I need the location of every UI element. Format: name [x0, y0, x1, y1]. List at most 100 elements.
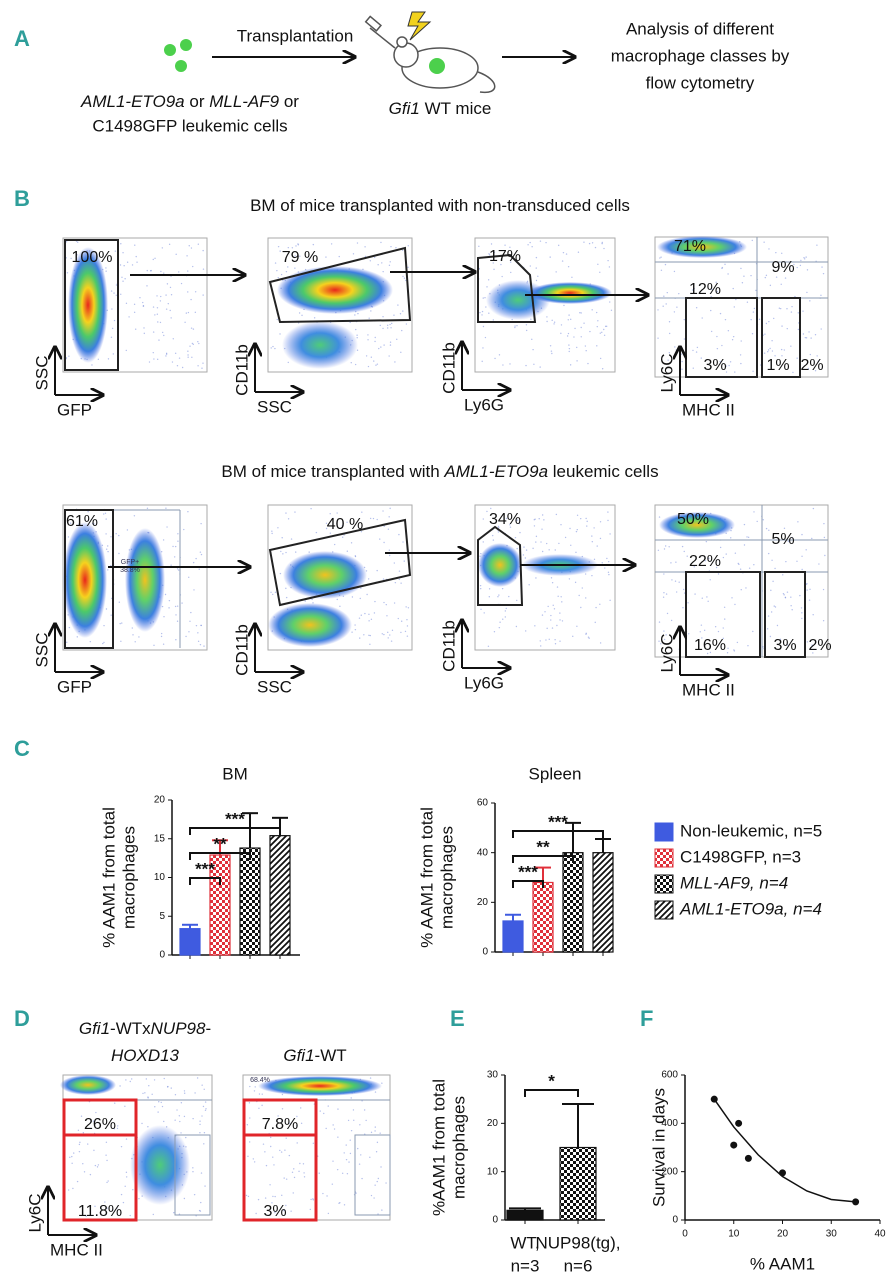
- event-dot: [169, 286, 172, 289]
- event-dot: [69, 522, 72, 524]
- gate: [477, 253, 537, 323]
- y-axis-label: % AAM1 from total: [417, 807, 436, 948]
- y-axis-label: Ly6C: [657, 633, 676, 672]
- event-dot: [492, 319, 495, 321]
- event-dot: [663, 592, 665, 594]
- event-dot: [771, 350, 774, 352]
- event-dot: [385, 1182, 387, 1184]
- x-axis-label: GFP: [57, 400, 92, 419]
- y-tick-label: 0: [672, 1215, 678, 1226]
- event-dot: [574, 581, 577, 584]
- event-dot: [310, 1198, 312, 1201]
- event-dot: [336, 512, 338, 514]
- event-dot: [277, 245, 280, 248]
- event-dot: [482, 518, 484, 520]
- event-dot: [518, 522, 521, 525]
- event-dot: [780, 348, 783, 351]
- event-dot: [571, 276, 573, 279]
- event-dot: [806, 291, 808, 294]
- event-dot: [691, 289, 694, 291]
- event-dot: [767, 349, 770, 351]
- event-dot: [147, 1126, 149, 1128]
- event-dot: [338, 255, 340, 258]
- event-dot: [734, 552, 737, 554]
- event-dot: [575, 551, 577, 554]
- event-dot: [255, 1212, 257, 1215]
- event-dot: [729, 361, 732, 363]
- event-dot: [752, 370, 754, 372]
- event-dot: [339, 1202, 341, 1204]
- event-dot: [541, 514, 544, 516]
- event-dot: [800, 259, 802, 262]
- event-dot: [153, 358, 155, 360]
- event-dot: [670, 619, 673, 622]
- event-dot: [197, 243, 200, 245]
- event-dot: [333, 543, 336, 546]
- event-dot: [595, 311, 598, 314]
- significance-label: ***: [225, 809, 245, 828]
- y-tick-label: 30: [487, 1070, 499, 1081]
- event-dot: [121, 276, 123, 278]
- panel-label: D: [14, 1006, 30, 1031]
- event-dot: [157, 321, 159, 323]
- event-dot: [781, 355, 783, 357]
- event-dot: [105, 533, 107, 535]
- event-dot: [390, 245, 392, 248]
- event-dot: [106, 1181, 108, 1184]
- event-dot: [555, 271, 557, 273]
- event-dot: [522, 554, 525, 556]
- event-dot: [270, 1145, 272, 1148]
- event-dot: [162, 539, 165, 541]
- event-dot: [377, 1213, 379, 1215]
- y-tick-label: 0: [482, 947, 488, 958]
- event-dot: [532, 547, 534, 550]
- event-dot: [560, 523, 562, 526]
- event-dot: [400, 620, 403, 622]
- event-dot: [708, 557, 710, 560]
- gate: [64, 239, 119, 371]
- point: [744, 1154, 752, 1162]
- event-dot: [279, 333, 281, 335]
- event-dot: [356, 337, 358, 339]
- event-dot: [816, 244, 818, 246]
- event-dot: [200, 1172, 203, 1174]
- event-dot: [484, 336, 487, 339]
- event-dot: [381, 633, 383, 635]
- event-dot: [248, 1102, 251, 1104]
- event-dot: [710, 309, 712, 312]
- x-axis-label: Ly6G: [464, 673, 504, 692]
- event-dot: [65, 357, 68, 359]
- event-dot: [719, 312, 722, 315]
- event-dot: [176, 620, 179, 622]
- event-dot: [92, 1120, 95, 1122]
- event-dot: [65, 241, 68, 243]
- event-dot: [124, 278, 126, 280]
- significance-bracket: [512, 830, 604, 838]
- event-dot: [764, 333, 766, 335]
- gate-percent: 16%: [694, 637, 726, 654]
- x-tick-label: n=6: [564, 1256, 593, 1275]
- event-dot: [274, 1211, 276, 1214]
- event-dot: [151, 1093, 153, 1095]
- event-dot: [556, 624, 558, 627]
- event-dot: [797, 328, 800, 331]
- event-dot: [667, 359, 669, 361]
- event-dot: [755, 289, 757, 292]
- event-dot: [553, 608, 556, 610]
- event-dot: [665, 303, 667, 305]
- event-dot: [568, 350, 570, 353]
- event-dot: [599, 603, 601, 605]
- event-dot: [790, 345, 792, 347]
- event-dot: [694, 593, 696, 595]
- event-dot: [276, 269, 278, 272]
- event-dot: [724, 618, 726, 620]
- event-dot: [202, 294, 204, 296]
- event-dot: [402, 541, 404, 543]
- event-dot: [752, 311, 755, 313]
- text-part: WT mice: [420, 99, 491, 118]
- event-dot: [125, 349, 127, 352]
- event-dot: [348, 1161, 350, 1163]
- event-dot: [401, 249, 404, 251]
- event-dot: [282, 553, 284, 555]
- event-dot: [312, 1142, 315, 1144]
